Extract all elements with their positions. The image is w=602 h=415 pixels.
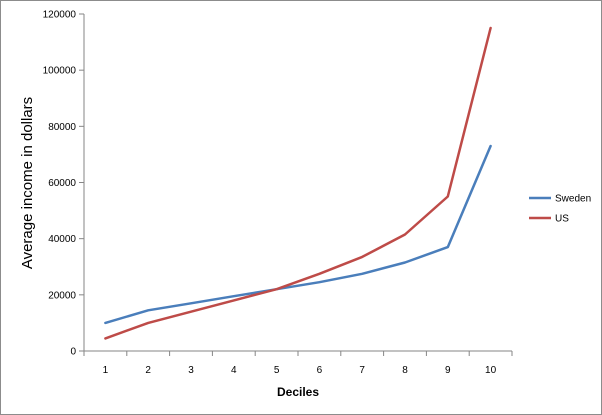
series-line-us: [104, 26, 492, 340]
y-tick-label: 40000: [48, 234, 76, 245]
series-line-sweden: [104, 144, 492, 325]
x-tick-label: 7: [359, 365, 365, 376]
x-axis-ticks: 1 2 3 4 5 6 7 8 9 10: [83, 351, 513, 376]
legend: Sweden US: [529, 194, 591, 225]
legend-label: Sweden: [555, 194, 591, 205]
y-axis-ticks: 0 20000 40000 60000 80000 100000 120000: [43, 10, 84, 358]
y-tick-label: 100000: [43, 66, 77, 77]
y-tick-label: 120000: [43, 10, 77, 21]
x-tick-label: 8: [402, 365, 408, 376]
y-axis-title: Average income in dollars: [19, 97, 36, 269]
x-tick-label: 2: [145, 365, 151, 376]
x-tick-label: 6: [317, 365, 323, 376]
series-lines: [104, 26, 492, 340]
y-tick-label: 0: [70, 347, 76, 358]
x-tick-label: 1: [103, 365, 109, 376]
x-tick-label: 4: [231, 365, 237, 376]
x-axis-title: Deciles: [277, 385, 319, 399]
x-tick-label: 10: [485, 365, 497, 376]
x-tick-label: 9: [445, 365, 451, 376]
y-tick-label: 60000: [48, 178, 76, 189]
y-tick-label: 20000: [48, 290, 76, 301]
x-tick-label: 5: [274, 365, 280, 376]
legend-label: US: [555, 214, 569, 225]
y-tick-label: 80000: [48, 122, 76, 133]
x-tick-label: 3: [188, 365, 194, 376]
